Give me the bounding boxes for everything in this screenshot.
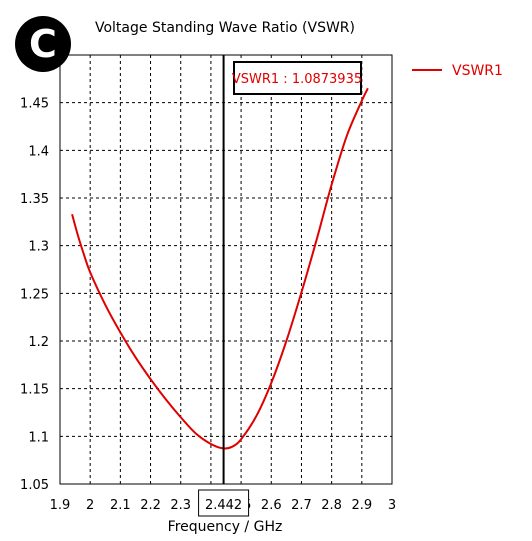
y-tick-label: 1.15 (20, 383, 49, 398)
x-tick-label: 3 (388, 498, 396, 513)
chart-title: Voltage Standing Wave Ratio (VSWR) (95, 20, 355, 36)
x-tick-label: 2.3 (170, 498, 191, 513)
y-tick-label: 1.35 (20, 192, 49, 207)
legend: VSWR1 (412, 63, 503, 79)
series-line-vswr1 (71, 87, 369, 450)
y-tick-label: 1.2 (28, 335, 49, 350)
y-tick-label: 1.3 (28, 240, 49, 255)
marker-value-box (233, 61, 362, 95)
marker-x-label: 2.442 (205, 498, 242, 513)
x-tick-label: 2 (86, 498, 94, 513)
plot-frame (59, 54, 393, 485)
x-tick-label: 2.2 (140, 498, 161, 513)
marker-group[interactable]: 2.442 VSWR1 : 1.0873935 (198, 55, 363, 517)
y-tick-label: 1.25 (20, 287, 49, 302)
y-tick-labels: 1.05 1.1 1.15 1.2 1.25 1.3 1.35 1.4 1.45 (20, 97, 49, 493)
x-tick-label: 1.9 (50, 498, 71, 513)
y-tick-label: 1.1 (28, 430, 49, 445)
x-axis-label: Frequency / GHz (168, 519, 283, 535)
y-tick-label: 1.4 (28, 144, 49, 159)
copyright-logo-icon: C (15, 16, 71, 72)
plot-border (59, 54, 393, 485)
marker-value-label: VSWR1 : 1.0873935 (232, 72, 362, 87)
y-tick-label: 1.05 (20, 478, 49, 493)
x-tick-label: 2.1 (110, 498, 131, 513)
x-tick-label: 2.6 (261, 498, 282, 513)
x-tick-label: 2.8 (321, 498, 342, 513)
x-tick-label: 2.7 (291, 498, 312, 513)
y-tick-label: 1.45 (20, 97, 49, 112)
series-lines (71, 87, 369, 450)
x-tick-labels: 1.922.12.22.32.52.62.72.82.93 (50, 498, 396, 513)
x-tick-label: 2.9 (351, 498, 372, 513)
logo-symbol: C (29, 22, 57, 66)
marker-x-box (198, 489, 250, 517)
grid (60, 55, 392, 484)
legend-label: VSWR1 (452, 63, 503, 79)
